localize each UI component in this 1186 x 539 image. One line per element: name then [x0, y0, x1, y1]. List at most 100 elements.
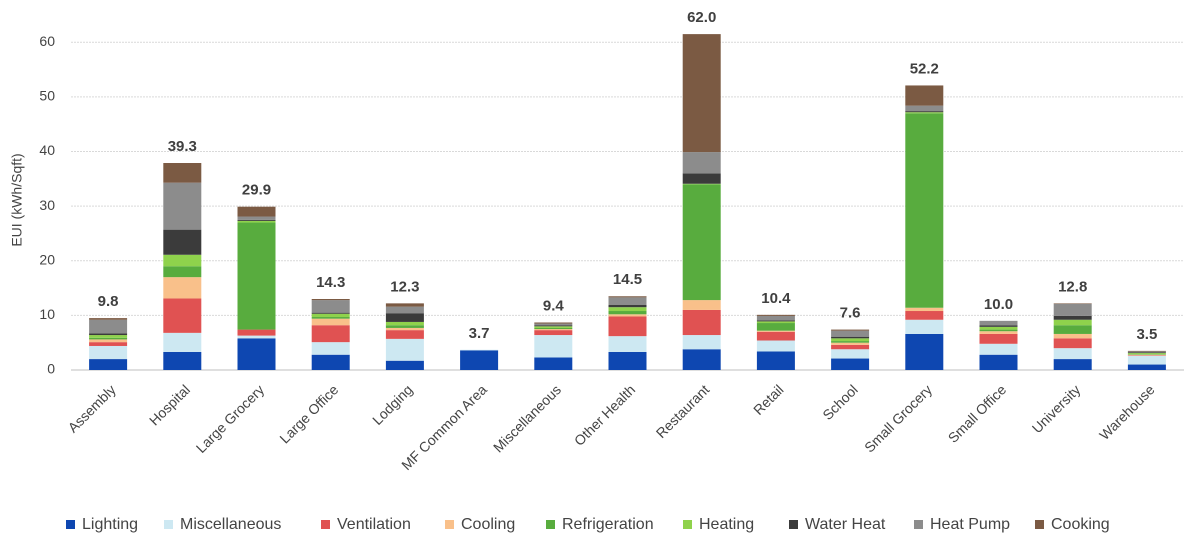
bar-segment: [1053, 338, 1092, 349]
bar-segment: [1053, 319, 1092, 326]
total-label: 29.9: [242, 182, 271, 199]
bar-segment: [534, 335, 573, 358]
y-tick-label: 60: [39, 33, 55, 49]
bar-segment: [534, 330, 573, 336]
bar-segment: [534, 326, 573, 328]
total-label: 12.3: [390, 278, 419, 295]
bar-segment: [756, 321, 795, 324]
bar-segment: [979, 326, 1018, 330]
total-label: 9.4: [543, 297, 565, 314]
bar-segment: [534, 325, 573, 327]
legend-swatch: [546, 520, 555, 529]
legend-swatch: [789, 520, 798, 529]
bar-segment: [163, 277, 202, 299]
bar-segment: [237, 220, 276, 223]
x-tick-label: Restaurant: [653, 381, 713, 441]
bar-segment: [385, 360, 424, 370]
bar-segment: [534, 329, 573, 331]
bar-segment: [1053, 333, 1092, 339]
total-label: 3.5: [1136, 326, 1157, 343]
bar-segment: [756, 340, 795, 352]
bar-segment: [831, 330, 870, 337]
bar-segment: [534, 323, 573, 326]
bar-segment: [89, 318, 128, 320]
bar-segment: [682, 184, 721, 301]
legend-label: Cooling: [461, 516, 515, 533]
y-tick-label: 0: [47, 361, 55, 377]
y-tick-label: 40: [39, 142, 55, 158]
legend-label: Miscellaneous: [180, 516, 281, 533]
legend-label: Lighting: [82, 516, 138, 533]
bar-segment: [608, 311, 647, 315]
x-tick-label: Lodging: [369, 381, 416, 428]
total-label: 10.4: [761, 290, 791, 307]
bar-segment: [89, 337, 128, 340]
bar-segment: [534, 322, 573, 324]
bar-segment: [979, 320, 1018, 326]
bar-segment: [163, 332, 202, 352]
bar-segment: [89, 333, 128, 336]
bar-segment: [163, 229, 202, 255]
bar-segment: [608, 314, 647, 317]
total-label: 12.8: [1058, 278, 1087, 295]
legend-label: Heat Pump: [930, 516, 1010, 533]
bar-segment: [756, 320, 795, 322]
bar-segment: [608, 296, 647, 298]
bar-segment: [905, 112, 944, 114]
x-tick-label: Small Office: [945, 381, 1010, 446]
bar-segment: [979, 329, 1018, 332]
total-label: 10.0: [984, 296, 1013, 313]
y-tick-label: 30: [39, 197, 55, 213]
bar-segment: [237, 338, 276, 370]
bar-segment: [163, 163, 202, 183]
bar-segment: [979, 325, 1018, 327]
total-label: 39.3: [168, 138, 197, 155]
x-tick-label: Small Grocery: [861, 381, 935, 455]
bar-segment: [608, 307, 647, 312]
bar-segment: [682, 300, 721, 310]
bar-segment: [311, 313, 350, 318]
bar-segment: [237, 206, 276, 217]
bar-segment: [831, 341, 870, 343]
bar-segment: [831, 338, 870, 342]
bar-segment: [1053, 315, 1092, 320]
bar-segment: [1053, 303, 1092, 316]
bar-segment: [1127, 351, 1166, 353]
y-tick-label: 10: [39, 306, 55, 322]
bar-segment: [1127, 364, 1166, 370]
total-label: 7.6: [840, 305, 861, 322]
legend-swatch: [445, 520, 454, 529]
bar-segment: [905, 113, 944, 308]
bar-segment: [460, 350, 499, 370]
bar-segment: [163, 266, 202, 278]
bar-segment: [905, 333, 944, 370]
bar-segment: [385, 306, 424, 314]
bar-segment: [831, 329, 870, 331]
x-tick-label: Hospital: [146, 381, 193, 428]
bar-segment: [682, 309, 721, 336]
bar-segment: [237, 329, 276, 336]
bar-segment: [979, 343, 1018, 355]
x-tick-label: Large Grocery: [193, 381, 268, 456]
bar-segment: [534, 357, 573, 370]
bar-segment: [682, 183, 721, 185]
bar-segment: [905, 105, 944, 112]
bar-segment: [385, 330, 424, 339]
total-label: 62.0: [687, 9, 716, 26]
legend-swatch: [66, 520, 75, 529]
bar-segment: [831, 349, 870, 359]
legend-swatch: [1035, 520, 1044, 529]
total-label: 14.3: [316, 274, 345, 291]
bar-segment: [385, 327, 424, 331]
x-tick-label: School: [819, 381, 861, 423]
bar-segment: [979, 333, 1018, 344]
x-tick-label: Assembly: [65, 381, 119, 435]
bar-segment: [608, 336, 647, 352]
total-label: 3.7: [469, 325, 490, 342]
bar-segment: [237, 335, 276, 339]
bar-segment: [89, 359, 128, 370]
bar-segment: [311, 342, 350, 355]
legend-label: Cooking: [1051, 516, 1110, 533]
bar-segment: [311, 299, 350, 301]
bar-segment: [756, 351, 795, 370]
